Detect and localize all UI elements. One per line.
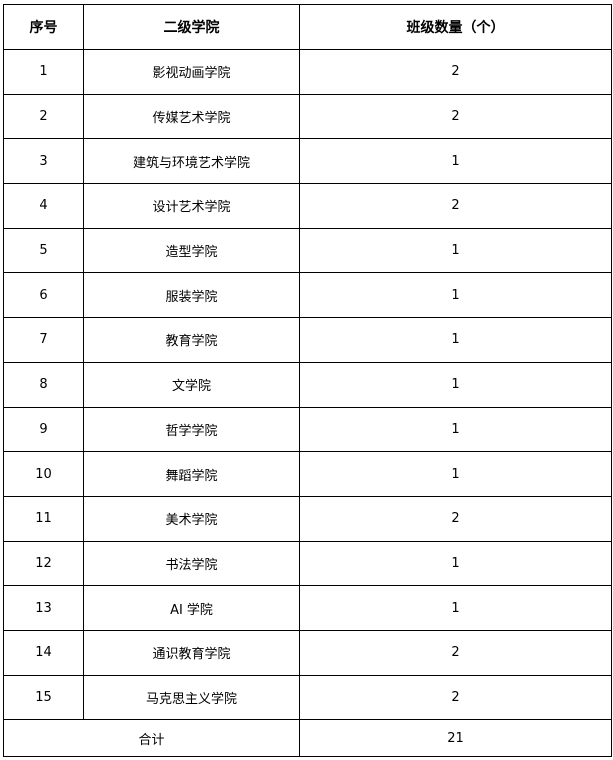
cell-college: 影视动画学院 [83,49,300,95]
table-row: 10 舞蹈学院 1 [3,451,612,497]
table-row: 4 设计艺术学院 2 [3,183,612,229]
cell-count: 1 [299,406,612,453]
cell-count: 1 [299,540,612,587]
cell-no: 10 [3,451,84,497]
cell-college: 文学院 [83,361,300,408]
cell-no: 2 [3,93,84,140]
header-count: 班级数量（个） [299,4,612,50]
class-count-table: 序号 二级学院 班级数量（个） 1 影视动画学院 2 2 传媒艺术学院 2 3 建筑与环境艺术… [3,4,612,758]
total-count: 21 [299,719,612,758]
cell-no: 5 [3,227,84,274]
cell-college: AI 学院 [83,585,300,631]
cell-college: 书法学院 [83,540,300,587]
cell-no: 7 [3,317,84,363]
cell-college: 教育学院 [83,317,300,363]
cell-count: 1 [299,138,612,185]
total-label: 合计 [3,719,300,758]
cell-no: 11 [3,495,84,542]
cell-college: 设计艺术学院 [83,183,300,229]
cell-college: 马克思主义学院 [83,674,300,721]
cell-college: 哲学学院 [83,406,300,453]
cell-count: 1 [299,227,612,274]
cell-no: 9 [3,406,84,453]
table-row: 9 哲学学院 1 [3,406,612,453]
header-no: 序号 [3,4,84,50]
cell-count: 1 [299,272,612,319]
table-row: 1 影视动画学院 2 [3,49,612,95]
cell-count: 1 [299,585,612,631]
table-row: 6 服装学院 1 [3,272,612,319]
table-row: 5 造型学院 1 [3,227,612,274]
table-row: 13 AI 学院 1 [3,585,612,631]
cell-count: 2 [299,495,612,542]
cell-count: 2 [299,49,612,95]
table-row: 11 美术学院 2 [3,495,612,542]
header-college: 二级学院 [83,4,300,50]
cell-college: 造型学院 [83,227,300,274]
cell-no: 4 [3,183,84,229]
cell-college: 服装学院 [83,272,300,319]
cell-no: 8 [3,361,84,408]
cell-no: 6 [3,272,84,319]
cell-college: 通识教育学院 [83,629,300,676]
table-row: 3 建筑与环境艺术学院 1 [3,138,612,185]
table-row: 2 传媒艺术学院 2 [3,93,612,140]
cell-college: 传媒艺术学院 [83,93,300,140]
cell-count: 2 [299,674,612,721]
table-row: 8 文学院 1 [3,361,612,408]
cell-no: 3 [3,138,84,185]
cell-no: 12 [3,540,84,587]
table-row: 15 马克思主义学院 2 [3,674,612,721]
table-row: 7 教育学院 1 [3,317,612,363]
cell-count: 2 [299,629,612,676]
cell-count: 2 [299,183,612,229]
cell-college: 建筑与环境艺术学院 [83,138,300,185]
cell-count: 2 [299,93,612,140]
header-row: 序号 二级学院 班级数量（个） [3,4,612,50]
cell-count: 1 [299,361,612,408]
cell-college: 舞蹈学院 [83,451,300,497]
cell-no: 14 [3,629,84,676]
cell-no: 15 [3,674,84,721]
total-row: 合计 21 [3,719,612,758]
cell-count: 1 [299,317,612,363]
cell-count: 1 [299,451,612,497]
table-row: 14 通识教育学院 2 [3,629,612,676]
cell-college: 美术学院 [83,495,300,542]
cell-no: 1 [3,49,84,95]
cell-no: 13 [3,585,84,631]
table-row: 12 书法学院 1 [3,540,612,587]
